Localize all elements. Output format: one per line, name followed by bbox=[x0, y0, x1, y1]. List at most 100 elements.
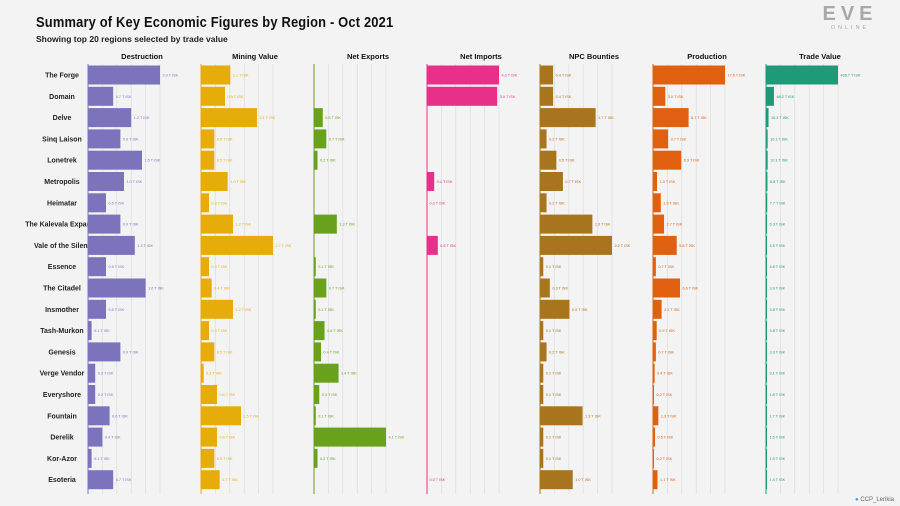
region-label-derelik: Derelik bbox=[50, 435, 73, 442]
data-label-npc-bounties-fountain: 1.3 T ISK bbox=[585, 414, 601, 418]
data-label-mining-value-the-forge: 1.1 T ISK bbox=[233, 74, 249, 78]
region-label-tash-murkon: Tash-Murkon bbox=[40, 328, 83, 335]
region-label-sinq-laison: Sinq Laison bbox=[42, 136, 82, 143]
column-header-net-exports: Net Exports bbox=[347, 52, 389, 61]
bar-trade-value-derelik bbox=[766, 427, 767, 447]
bar-npc-bounties-the-citadel bbox=[540, 278, 550, 298]
bar-npc-bounties-domain bbox=[540, 86, 554, 106]
data-label-net-exports-lonetrek: 0.2 T ISK bbox=[320, 159, 336, 163]
data-label-npc-bounties-delve: 1.7 T ISK bbox=[598, 116, 614, 120]
bar-npc-bounties-derelik bbox=[540, 427, 544, 447]
data-label-npc-bounties-tash-murkon: 0.1 T ISK bbox=[546, 329, 562, 333]
data-label-mining-value-sinq-laison: 0.5 T ISK bbox=[217, 137, 233, 141]
bar-net-exports-essence bbox=[314, 257, 316, 277]
eve-online-logo: EVE ONLINE bbox=[814, 4, 886, 32]
column-header-npc-bounties: NPC Bounties bbox=[569, 52, 619, 61]
data-label-destruction-essence: 0.5 T ISK bbox=[109, 265, 125, 269]
data-label-trade-value-insmother: 3.8 T ISK bbox=[770, 308, 786, 312]
data-label-npc-bounties-lonetrek: 0.5 T ISK bbox=[559, 159, 575, 163]
data-label-net-exports-essence: 0.1 T ISK bbox=[318, 265, 334, 269]
data-label-destruction-genesis: 0.9 T ISK bbox=[123, 350, 139, 354]
data-label-production-lonetrek: 6.9 T ISK bbox=[684, 159, 700, 163]
data-label-destruction-kor-azor: 0.1 T ISK bbox=[94, 457, 110, 461]
data-label-npc-bounties-metropolis: 0.7 T ISK bbox=[565, 180, 581, 184]
bar-net-exports-genesis bbox=[314, 342, 322, 362]
bar-destruction-sinq-laison bbox=[88, 129, 121, 149]
data-label-mining-value-delve: 2.1 T ISK bbox=[260, 116, 276, 120]
data-label-mining-value-fountain: 1.5 T ISK bbox=[244, 414, 260, 418]
region-label-fountain: Fountain bbox=[47, 413, 77, 420]
bar-net-exports-kor-azor bbox=[314, 448, 318, 468]
data-label-production-kor-azor: 0.2 T ISK bbox=[657, 457, 673, 461]
data-label-npc-bounties-kor-azor: 0.1 T ISK bbox=[546, 457, 562, 461]
data-label-net-imports-vale-of-the-silent: 0.6 T ISK bbox=[440, 244, 456, 248]
bar-mining-value-fountain bbox=[201, 406, 241, 426]
bar-production-the-kalevala-expanse bbox=[653, 214, 665, 234]
bar-production-heimatar bbox=[653, 193, 661, 213]
bar-destruction-esoteria bbox=[88, 470, 114, 490]
data-label-trade-value-esoteria: 1.4 T ISK bbox=[770, 478, 786, 482]
bar-destruction-domain bbox=[88, 86, 114, 106]
bar-mining-value-vale-of-the-silent bbox=[201, 235, 273, 255]
bar-net-exports-insmother bbox=[314, 299, 316, 319]
region-label-domain: Domain bbox=[49, 94, 75, 101]
data-label-npc-bounties-everyshore: 0.1 T ISK bbox=[546, 393, 562, 397]
bar-npc-bounties-heimatar bbox=[540, 193, 547, 213]
data-label-production-sinq-laison: 3.7 T ISK bbox=[671, 137, 687, 141]
data-label-production-insmother: 2.1 T ISK bbox=[664, 308, 680, 312]
data-label-production-everyshore: 0.2 T ISK bbox=[657, 393, 673, 397]
data-label-npc-bounties-essence: 0.1 T ISK bbox=[546, 265, 562, 269]
bar-production-verge-vendor bbox=[653, 363, 655, 383]
bar-trade-value-everyshore bbox=[766, 385, 767, 404]
data-label-npc-bounties-heimatar: 0.2 T ISK bbox=[549, 201, 565, 205]
data-label-production-genesis: 0.7 T ISK bbox=[658, 350, 674, 354]
region-label-kor-azor: Kor-Azor bbox=[47, 456, 77, 463]
data-label-net-exports-verge-vendor: 1.4 T ISK bbox=[341, 372, 357, 376]
bar-trade-value-fountain bbox=[766, 406, 767, 426]
region-label-lonetrek: Lonetrek bbox=[47, 158, 77, 165]
data-label-mining-value-everyshore: 0.6 T ISK bbox=[220, 393, 236, 397]
bar-destruction-metropolis bbox=[88, 172, 124, 191]
bar-npc-bounties-the-kalevala-expanse bbox=[540, 214, 593, 234]
bar-production-the-citadel bbox=[653, 278, 680, 298]
author-handle: CCP_Lerikia bbox=[860, 497, 894, 503]
bar-net-exports-everyshore bbox=[314, 385, 320, 404]
data-label-npc-bounties-esoteria: 1.0 T ISK bbox=[575, 478, 591, 482]
bar-production-esoteria bbox=[653, 470, 658, 490]
data-label-net-exports-kor-azor: 0.2 T ISK bbox=[320, 457, 336, 461]
bar-production-genesis bbox=[653, 342, 656, 362]
region-label-delve: Delve bbox=[53, 115, 72, 122]
data-label-destruction-delve: 1.2 T ISK bbox=[134, 116, 150, 120]
data-label-destruction-the-forge: 2.0 T ISK bbox=[163, 74, 179, 78]
column-header-production: Production bbox=[687, 52, 727, 61]
data-label-trade-value-the-kalevala-expanse: 6.3 T ISK bbox=[770, 223, 786, 227]
bar-production-tash-murkon bbox=[653, 321, 657, 341]
bar-trade-value-delve bbox=[766, 108, 769, 128]
bar-destruction-delve bbox=[88, 108, 132, 128]
data-label-production-esoteria: 1.1 T ISK bbox=[660, 478, 676, 482]
data-label-net-exports-delve: 0.5 T ISK bbox=[325, 116, 341, 120]
data-label-net-exports-fountain: 0.1 T ISK bbox=[318, 414, 334, 418]
data-label-npc-bounties-insmother: 0.9 T ISK bbox=[572, 308, 588, 312]
bar-production-derelik bbox=[653, 427, 656, 447]
bar-destruction-vale-of-the-silent bbox=[88, 235, 135, 255]
data-label-production-verge-vendor: 0.4 T ISK bbox=[657, 372, 673, 376]
data-label-mining-value-metropolis: 1.0 T ISK bbox=[230, 180, 246, 184]
bar-trade-value-the-citadel bbox=[766, 278, 767, 298]
bar-mining-value-essence bbox=[201, 257, 209, 277]
data-label-npc-bounties-sinq-laison: 0.2 T ISK bbox=[549, 137, 565, 141]
data-label-mining-value-lonetrek: 0.5 T ISK bbox=[217, 159, 233, 163]
data-label-trade-value-delve: 15.3 T ISK bbox=[771, 116, 789, 120]
bar-production-the-forge bbox=[653, 65, 725, 85]
bar-trade-value-essence bbox=[766, 257, 767, 277]
bar-trade-value-verge-vendor bbox=[766, 363, 767, 383]
bar-destruction-the-forge bbox=[88, 65, 160, 85]
twitter-icon: ● bbox=[855, 497, 859, 503]
data-label-npc-bounties-derelik: 0.1 T ISK bbox=[546, 436, 562, 440]
bar-net-exports-the-kalevala-expanse bbox=[314, 214, 337, 234]
bar-npc-bounties-delve bbox=[540, 108, 596, 128]
bar-trade-value-lonetrek bbox=[766, 150, 768, 170]
data-label-net-imports-the-forge: 4.0 T ISK bbox=[502, 74, 518, 78]
data-label-net-imports-metropolis: 0.4 T ISK bbox=[437, 180, 453, 184]
bar-npc-bounties-essence bbox=[540, 257, 544, 277]
